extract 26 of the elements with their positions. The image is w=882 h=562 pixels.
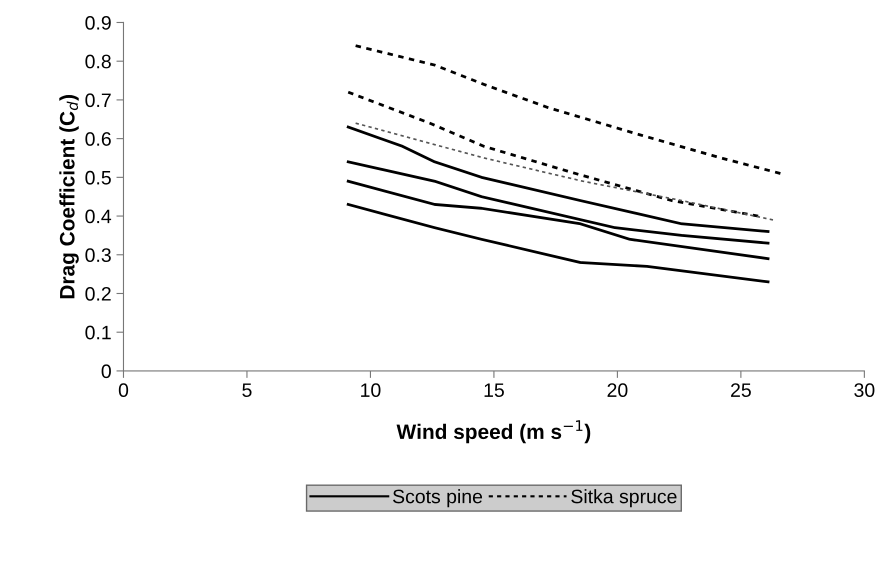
x-tick-label: 30 — [854, 383, 874, 398]
x-tick-label: 20 — [608, 383, 628, 398]
line-series — [346, 126, 770, 233]
line-series — [354, 122, 774, 221]
legend-label: Sitka spruce — [571, 489, 677, 508]
line-series — [346, 203, 770, 284]
line-series — [354, 44, 782, 175]
y-tick-label: 0.3 — [85, 248, 111, 262]
x-tick-label: 25 — [731, 383, 751, 398]
y-tick-label: 0.2 — [85, 286, 111, 301]
y-tick-label: 0.1 — [85, 326, 111, 340]
y-tick-label: 0.6 — [85, 132, 111, 146]
line-series — [346, 90, 760, 218]
y-tick-label: 0.7 — [85, 93, 111, 108]
x-tick-label: 15 — [484, 383, 504, 398]
y-tick-label: 0.8 — [85, 54, 111, 68]
y-tick-label: 0 — [102, 364, 111, 378]
y-tick-label: 0.4 — [85, 210, 112, 224]
legend-label: Scots pine — [393, 489, 482, 508]
y-tick-label: 0.5 — [85, 170, 111, 185]
x-tick-label: 0 — [118, 383, 128, 398]
x-tick-label: 10 — [361, 383, 380, 398]
x-tick-label: 5 — [242, 383, 252, 398]
x-axis-title: Wind speed (m s$^{−1}$) — [396, 420, 590, 444]
y-axis-title: Drag Coefficient (C$_{d}$) — [59, 95, 79, 298]
y-tick-label: 0.9 — [85, 16, 111, 30]
